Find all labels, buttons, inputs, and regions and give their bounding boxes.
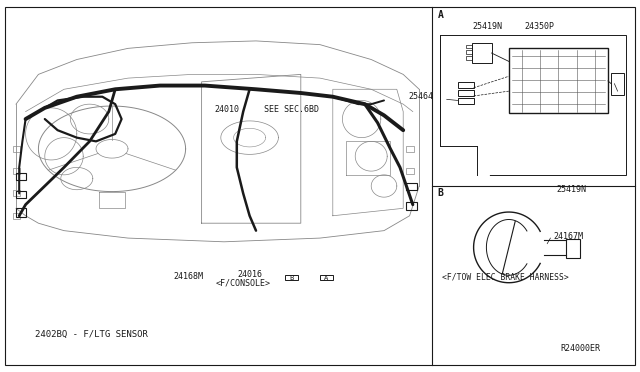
Text: 25419N: 25419N xyxy=(472,22,502,31)
Bar xyxy=(13,190,20,196)
Text: 25464: 25464 xyxy=(409,92,434,101)
Text: A: A xyxy=(324,275,328,280)
Text: R24000ER: R24000ER xyxy=(560,344,600,353)
Text: B: B xyxy=(438,188,444,198)
Bar xyxy=(440,35,626,175)
Text: 24010: 24010 xyxy=(214,105,240,114)
Bar xyxy=(13,146,20,152)
Bar xyxy=(16,191,26,198)
Bar xyxy=(458,82,474,88)
Bar xyxy=(466,45,472,48)
Bar xyxy=(566,239,580,258)
Text: B: B xyxy=(289,275,293,280)
Text: 24167M: 24167M xyxy=(554,232,584,241)
Bar xyxy=(285,275,298,280)
Text: A: A xyxy=(438,10,444,20)
Bar xyxy=(16,173,26,180)
Bar xyxy=(16,208,26,217)
Bar xyxy=(458,98,474,104)
Text: SEE SEC.6BD: SEE SEC.6BD xyxy=(264,105,319,114)
Bar xyxy=(320,275,333,280)
Text: 24350P: 24350P xyxy=(525,22,555,31)
Bar xyxy=(466,56,472,60)
Bar xyxy=(466,50,472,54)
Bar xyxy=(406,168,414,174)
Bar xyxy=(13,213,20,219)
Bar xyxy=(611,73,624,95)
Bar xyxy=(509,48,608,113)
Text: <F/CONSOLE>: <F/CONSOLE> xyxy=(216,279,271,288)
Bar xyxy=(406,146,414,152)
Text: 24168M: 24168M xyxy=(174,272,204,281)
Bar xyxy=(472,43,492,63)
Text: 24016: 24016 xyxy=(237,270,262,279)
Bar xyxy=(13,168,20,174)
Bar xyxy=(458,90,474,96)
Bar xyxy=(406,183,417,190)
Bar xyxy=(406,202,417,210)
Text: 25419N: 25419N xyxy=(557,185,587,194)
Text: 2402BQ - F/LTG SENSOR: 2402BQ - F/LTG SENSOR xyxy=(35,330,148,339)
Text: <F/TOW ELEC BRAKE HARNESS>: <F/TOW ELEC BRAKE HARNESS> xyxy=(442,273,568,282)
